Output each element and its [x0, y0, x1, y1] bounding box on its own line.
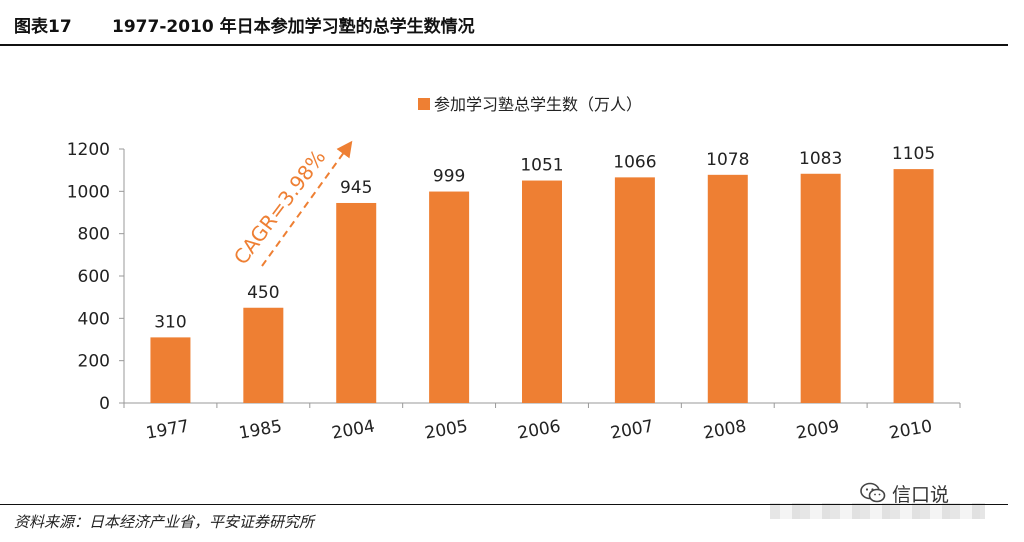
bar-2007 — [614, 177, 655, 403]
cagr-annotation: CAGR=3.98% — [229, 140, 353, 269]
bar-chart: 参加学习塾总学生数（万人） 0 200 400 600 800 1000 1200 1977… — [67, 95, 961, 444]
data-label-1985: 450 — [247, 283, 279, 303]
blurred-area — [770, 503, 985, 519]
bar-2006 — [522, 180, 562, 403]
bar-2008 — [707, 174, 748, 403]
wechat-icon — [860, 482, 886, 503]
data-label-2008: 1078 — [706, 150, 749, 170]
bar-1977 — [150, 337, 191, 403]
x-tick-label-2010: 2010 — [888, 416, 934, 443]
y-axis: 0 200 400 600 800 1000 1200 — [67, 140, 125, 414]
cagr-arrow — [261, 140, 353, 267]
data-label-2006: 1051 — [520, 156, 563, 176]
x-tick-label-2005: 2005 — [423, 416, 469, 443]
x-tick-label-2004: 2004 — [330, 416, 376, 443]
cagr-label: CAGR=3.98% — [229, 145, 331, 269]
y-tick-label: 200 — [78, 352, 110, 372]
x-tick-label-2007: 2007 — [609, 416, 655, 443]
source-note: 资料来源：日本经济产业省，平安证券研究所 — [14, 513, 315, 531]
data-label-2004: 945 — [340, 178, 372, 198]
legend-swatch — [418, 98, 430, 110]
x-axis: 1977 1985 2004 2005 2006 2007 2008 2009 2010 — [123, 402, 961, 444]
y-tick-label: 600 — [78, 267, 110, 287]
y-tick-label: 800 — [78, 225, 110, 245]
x-tick-label-2008: 2008 — [702, 416, 748, 443]
x-tick-label-1985: 1985 — [237, 416, 283, 443]
figure-header: 图表17 1977-2010 年日本参加学习塾的总学生数情况 — [0, 0, 1008, 46]
y-tick-label: 1000 — [67, 182, 110, 202]
figure-title: 1977-2010 年日本参加学习塾的总学生数情况 — [112, 17, 475, 37]
y-tick-label: 400 — [78, 309, 110, 329]
figure-label: 图表17 — [14, 17, 72, 37]
y-tick-label: 1200 — [67, 140, 110, 160]
bar-2009 — [800, 173, 841, 403]
bar-2004 — [336, 202, 377, 403]
legend-label: 参加学习塾总学生数（万人） — [434, 95, 642, 114]
bar-1985 — [243, 307, 284, 403]
bar-2010 — [893, 169, 934, 403]
data-label-2010: 1105 — [892, 144, 935, 164]
x-tick-label-1977: 1977 — [145, 416, 191, 443]
watermark: 信口说 — [860, 478, 949, 508]
x-tick-label-2006: 2006 — [516, 416, 562, 443]
chart-legend: 参加学习塾总学生数（万人） — [418, 95, 642, 114]
data-label-2007: 1066 — [613, 152, 656, 172]
data-label-2009: 1083 — [799, 149, 842, 169]
y-tick-label: 0 — [99, 394, 110, 414]
figure-footer: 资料来源：日本经济产业省，平安证券研究所 — [0, 504, 1008, 535]
x-tick-label-2009: 2009 — [795, 416, 841, 443]
data-label-1977: 310 — [154, 312, 186, 332]
value-labels: 310 450 945 999 1051 1066 1078 1083 1105 — [154, 144, 935, 332]
watermark-text: 信口说 — [892, 483, 950, 506]
data-label-2005: 999 — [433, 167, 465, 187]
bar-2005 — [429, 191, 470, 403]
bars — [150, 169, 934, 403]
